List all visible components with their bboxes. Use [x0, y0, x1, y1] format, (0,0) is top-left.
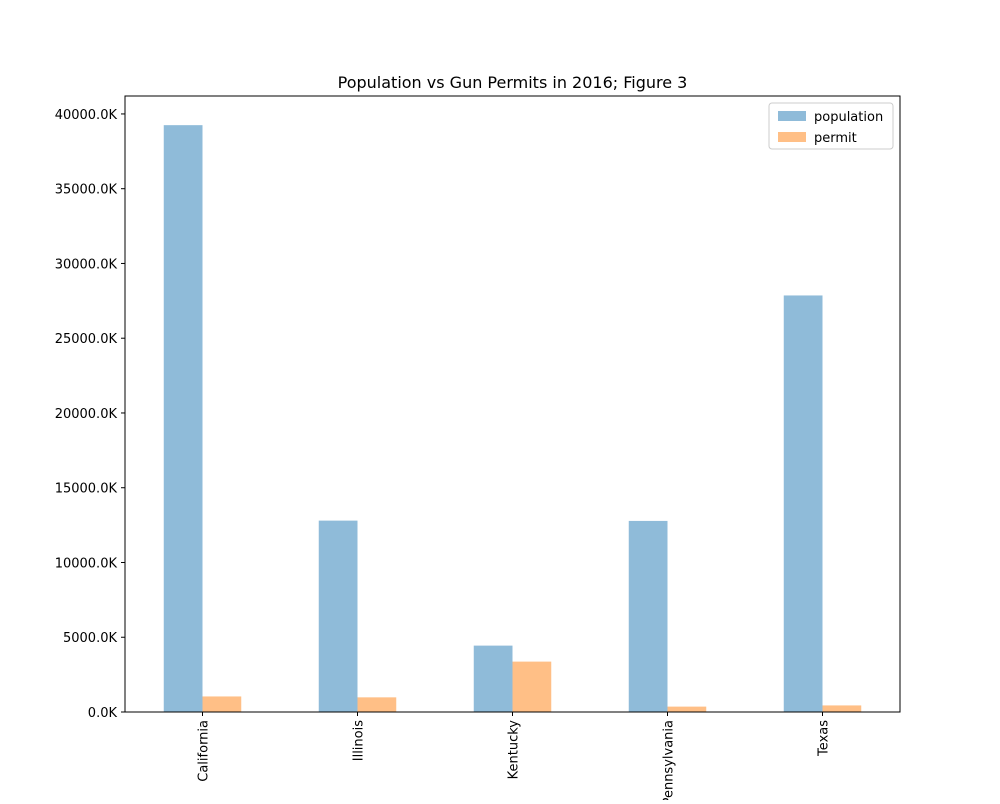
- bar-population-illinois: [318, 520, 358, 712]
- chart-title: Population vs Gun Permits in 2016; Figur…: [338, 73, 688, 92]
- legend-swatch-permit: [778, 132, 806, 142]
- y-tick-label: 0.0K: [88, 706, 118, 721]
- y-tick-label: 35000.0K: [55, 183, 118, 198]
- bars-layer: [163, 125, 862, 713]
- x-tick-label: Illinois: [352, 720, 367, 761]
- y-tick-label: 15000.0K: [55, 482, 118, 497]
- legend-label-population: population: [814, 110, 883, 125]
- y-tick-label: 5000.0K: [63, 631, 117, 646]
- bar-permit-california: [202, 696, 242, 712]
- bar-permit-pennsylvania: [667, 706, 707, 712]
- legend-swatch-population: [778, 111, 806, 121]
- bar-population-california: [163, 125, 203, 713]
- axes-layer: 0.0K 5000.0K 10000.0K 15000.0K 20000.0K 25000…: [55, 95, 901, 721]
- bar-permit-kentucky: [512, 661, 552, 712]
- y-tick-label: 40000.0K: [55, 108, 118, 123]
- y-tick-label: 30000.0K: [55, 257, 118, 272]
- bar-population-kentucky: [473, 645, 513, 712]
- x-tick-label: Kentucky: [507, 720, 522, 780]
- legend-label-permit: permit: [814, 131, 857, 146]
- bar-permit-texas: [822, 705, 862, 712]
- y-tick-label: 20000.0K: [55, 407, 118, 422]
- x-tick-label: Pennsylvania: [662, 720, 677, 800]
- bar-permit-illinois: [357, 697, 397, 712]
- x-tick-labels: California Illinois Kentucky Pennsylvania Te…: [197, 720, 832, 800]
- x-tick-label: California: [197, 720, 212, 782]
- x-tick-label: Texas: [817, 720, 832, 757]
- bar-population-pennsylvania: [628, 520, 668, 712]
- legend: population permit: [768, 102, 894, 150]
- y-tick-label: 10000.0K: [55, 556, 118, 571]
- y-tick-label: 25000.0K: [55, 332, 118, 347]
- bar-population-texas: [783, 295, 823, 712]
